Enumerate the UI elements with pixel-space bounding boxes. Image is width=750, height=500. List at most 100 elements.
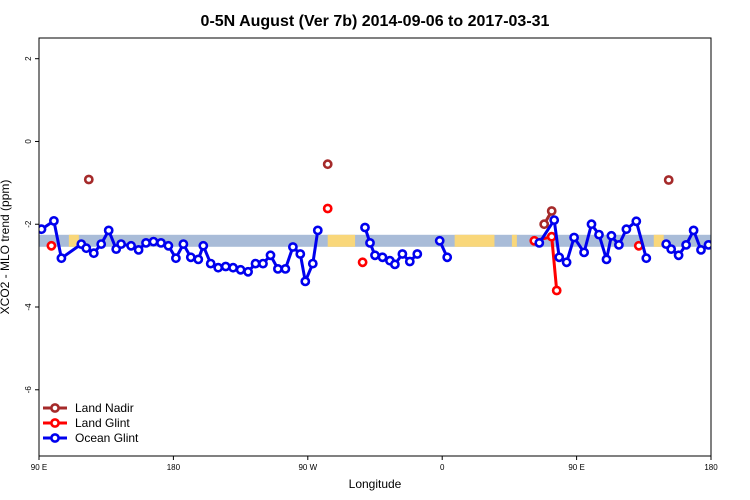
x-tick-label-1: 180 [167, 463, 181, 472]
y-axis: 2 0 -2 -4 -6 [24, 56, 39, 393]
legend-label-land-glint: Land Glint [75, 416, 130, 430]
ocean-glint-point-29 [265, 250, 276, 261]
ocean-glint-point-17 [178, 239, 189, 249]
ocean-glint-point-58 [614, 239, 624, 250]
ocean-glint-point-56 [601, 254, 612, 265]
ocean-glint-point-67 [696, 244, 706, 255]
ocean-glint-point-7 [103, 225, 114, 236]
ocean-glint-point-22 [213, 262, 224, 273]
land-nadir-point-0 [83, 174, 94, 185]
ocean-glint-point-16 [170, 253, 181, 264]
ocean-glint-point-33 [295, 249, 306, 259]
ocean-glint-point-30 [272, 263, 283, 274]
ocean-glint-point-27 [250, 258, 261, 269]
land-glint-point-0 [46, 240, 57, 251]
ocean-glint-point-72 [735, 238, 742, 245]
land-glint-point-1 [322, 203, 333, 214]
ocean-glint-point-49 [549, 215, 560, 225]
ocean-glint-point-66 [688, 225, 699, 236]
ocean-glint-point-47 [442, 252, 453, 263]
ocean-glint-point-23 [220, 261, 231, 272]
ocean-glint-point-11 [133, 244, 144, 255]
series-layer [39, 159, 749, 296]
land-band-2 [454, 234, 495, 247]
ocean-glint-point-9 [116, 239, 126, 249]
ocean-glint-point-71 [727, 241, 734, 248]
land-glint-point-2 [357, 257, 368, 268]
land-glint-point-5 [551, 285, 562, 296]
ocean-glint-point-40 [377, 252, 388, 263]
ocean-glint-point-63 [666, 244, 677, 254]
x-tick-label-0: 90 E [31, 463, 47, 472]
ocean-glint-point-2 [56, 253, 67, 264]
ocean-glint-point-32 [287, 242, 298, 252]
ocean-glint-point-36 [312, 225, 323, 236]
ocean-glint-point-52 [569, 232, 579, 243]
ocean-glint-point-39 [370, 250, 380, 261]
ocean-glint-point-53 [579, 247, 589, 258]
series-ocean-glint [39, 215, 749, 287]
ocean-glint-point-1 [49, 215, 59, 226]
y-tick-label-4: -6 [24, 386, 33, 394]
land-band-4 [653, 234, 664, 247]
ocean-glint-point-70 [720, 248, 727, 255]
ocean-glint-point-69 [712, 242, 719, 249]
ocean-glint-point-10 [126, 240, 137, 251]
x-axis-label: Longitude [349, 477, 402, 491]
ocean-glint-point-20 [198, 240, 209, 251]
ocean-glint-point-35 [307, 258, 318, 269]
ocean-glint-point-59 [621, 224, 632, 235]
ocean-glint-point-12 [141, 237, 151, 248]
ocean-glint-point-37 [360, 222, 370, 233]
y-tick-label-0: 2 [24, 56, 33, 61]
ocean-glint-point-26 [243, 266, 253, 277]
ocean-glint-point-44 [404, 256, 415, 267]
ocean-glint-point-68 [703, 240, 711, 250]
ocean-glint-point-65 [681, 239, 691, 250]
ocean-glint-point-15 [163, 240, 174, 251]
x-axis: 90 E 180 90 W 0 90 E 180 [31, 456, 718, 472]
ocean-glint-point-24 [228, 262, 238, 273]
ocean-glint-point-5 [88, 248, 99, 259]
x-tick-label-4: 90 E [568, 463, 584, 472]
ocean-glint-point-31 [280, 263, 291, 274]
ocean-glint-point-13 [148, 236, 159, 247]
ocean-glint-point-51 [561, 257, 572, 268]
y-tick-label-2: -2 [24, 220, 33, 228]
y-tick-label-1: 0 [24, 139, 33, 144]
x-tick-label-5: 180 [704, 463, 718, 472]
ocean-glint-point-48 [534, 237, 545, 248]
land-glint-point-4 [546, 231, 557, 242]
land-nadir-point-4 [663, 175, 674, 185]
ocean-glint-point-6 [96, 239, 107, 249]
ocean-glint-point-28 [258, 258, 268, 269]
land-band-3 [511, 234, 517, 247]
chart-title: 0-5N August (Ver 7b) 2014-09-06 to 2017-… [201, 13, 550, 30]
ocean-glint-point-61 [641, 253, 652, 264]
x-tick-label-3: 0 [440, 463, 445, 472]
legend-marker-ocean-glint [50, 433, 60, 443]
ocean-glint-point-25 [235, 264, 246, 275]
ocean-glint-point-55 [594, 229, 604, 240]
ocean-glint-point-57 [606, 230, 617, 241]
y-tick-label-3: -4 [24, 303, 33, 311]
ocean-glint-point-45 [412, 249, 423, 259]
x-tick-label-2: 90 W [298, 463, 317, 472]
land-nadir-point-1 [322, 159, 333, 170]
land-band-0 [68, 234, 79, 247]
land-nadir-point-2 [539, 219, 550, 230]
ocean-glint-point-19 [193, 254, 204, 265]
ocean-glint-point-0 [39, 224, 47, 235]
ocean-glint-point-46 [434, 235, 445, 246]
ocean-glint-point-73 [742, 241, 749, 248]
series-land-glint [46, 203, 644, 296]
land-band-1 [327, 234, 356, 247]
legend-marker-land-nadir [50, 403, 60, 413]
ocean-glint-point-34 [300, 276, 311, 287]
y-axis-label: XCO2 - MLO trend (ppm) [0, 180, 12, 315]
legend-marker-land-glint [50, 418, 60, 428]
ocean-glint-point-18 [185, 252, 196, 263]
land-nadir-point-3 [546, 206, 557, 216]
ocean-glint-point-60 [631, 216, 642, 227]
